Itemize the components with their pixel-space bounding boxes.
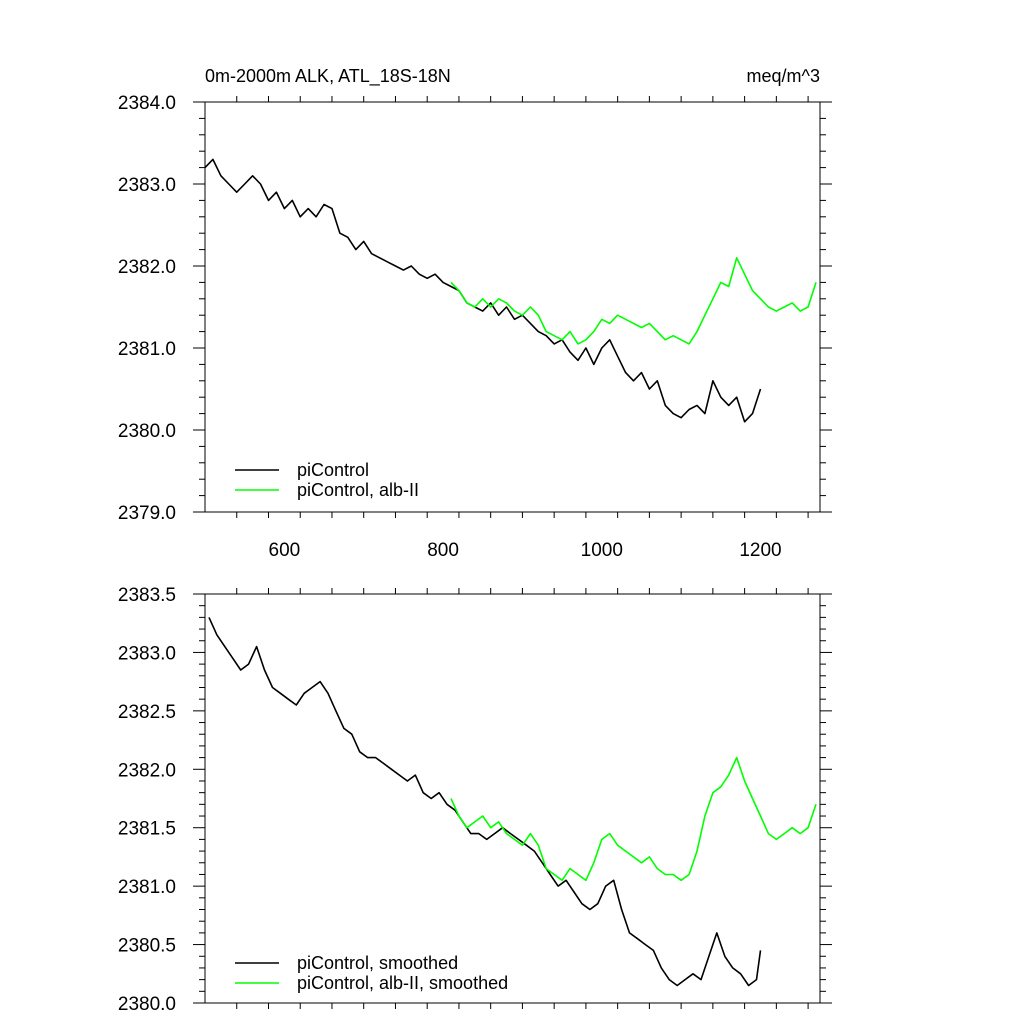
x-tick-label: 1200: [739, 540, 781, 561]
y-tick-label: 2382.0: [118, 760, 176, 781]
y-tick-label: 2380.0: [118, 994, 176, 1015]
plot-frame: [204, 593, 821, 1004]
y-tick-label: 2382.0: [118, 257, 176, 278]
x-tick-label: 1000: [581, 540, 623, 561]
y-tick-label: 2381.0: [118, 339, 176, 360]
chart-panel-2: 2380.0 2380.5 2381.0 2381.5 2382.0 2382.5 2383…: [118, 585, 832, 1015]
series-line-2: [450, 756, 817, 882]
chart-panel-1: 600 800 1000 1200 2379.0 2380.0 2381.0 2382.0 23…: [118, 66, 832, 561]
y-tick-label: 2381.5: [118, 819, 176, 840]
y-tick-label: 2383.5: [118, 585, 176, 606]
chart-title: 0m-2000m ALK, ATL_18S-18N: [205, 66, 451, 87]
y-tick-label: 2384.0: [118, 93, 176, 114]
series-line-2: [450, 256, 817, 345]
y-tick-label: 2380.5: [118, 936, 176, 957]
legend-label: piControl: [297, 460, 369, 480]
y-tick-label: 2383.0: [118, 643, 176, 664]
y-tick-label: 2380.0: [118, 421, 176, 442]
x-tick-label: 600: [269, 540, 301, 561]
y-tick-label: 2381.0: [118, 877, 176, 898]
x-tick-label: 800: [427, 540, 459, 561]
y-tick-label: 2382.5: [118, 702, 176, 723]
units-label: meq/m^3: [747, 66, 820, 86]
legend-label: piControl, smoothed: [297, 953, 458, 973]
y-tick-label: 2383.0: [118, 175, 176, 196]
legend-label: piControl, alb-II: [297, 480, 419, 500]
series-line-1: [208, 617, 762, 987]
series-line-1: [204, 158, 762, 423]
y-tick-label: 2379.0: [118, 503, 176, 524]
legend-label: piControl, alb-II, smoothed: [297, 973, 508, 993]
plot-frame: [204, 101, 821, 513]
